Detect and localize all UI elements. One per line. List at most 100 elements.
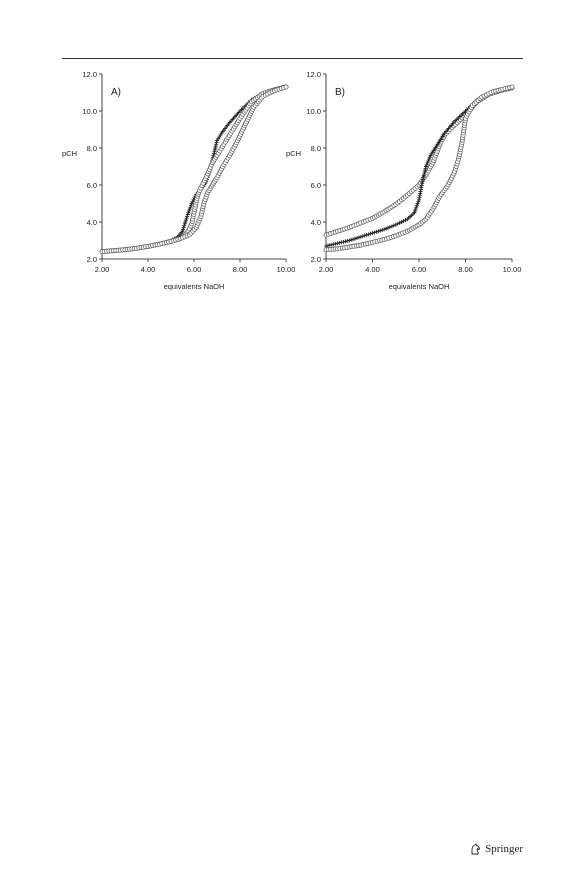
publisher-logo: Springer <box>470 843 523 855</box>
y-axis-label: pCH <box>286 149 301 158</box>
data-point <box>391 223 396 228</box>
data-point <box>356 235 361 240</box>
data-point <box>415 201 420 206</box>
data-point <box>382 227 387 232</box>
data-point <box>399 220 404 224</box>
data-point <box>331 242 336 247</box>
y-tick-label: 12.0 <box>306 70 321 79</box>
data-point <box>509 84 515 90</box>
y-tick-label: 4.0 <box>87 218 97 227</box>
y-tick-label: 10.0 <box>82 107 97 116</box>
data-point <box>423 164 428 169</box>
data-point <box>368 231 373 236</box>
data-point <box>355 236 359 241</box>
data-point <box>347 238 352 243</box>
data-point <box>393 222 398 227</box>
data-point <box>349 237 354 242</box>
data-point <box>395 221 400 226</box>
chart-panel-a: 2.0 4.0 6.0 8.0 10.0 12.0 2.00 4.00 6.00 8.00 10.0… <box>62 70 295 291</box>
data-point <box>362 233 367 238</box>
data-point <box>376 229 381 234</box>
data-point <box>182 223 187 228</box>
data-point <box>426 158 431 163</box>
x-tick-label: 10.00 <box>503 265 522 274</box>
data-point <box>327 243 332 248</box>
y-tick-label: 10.0 <box>306 107 321 116</box>
x-tick-label: 2.00 <box>95 265 110 274</box>
panel-label: A) <box>111 87 121 98</box>
springer-horse-icon <box>471 843 481 855</box>
data-point <box>403 218 408 223</box>
data-point <box>412 210 417 215</box>
y-axis-label: pCH <box>62 149 77 158</box>
data-series-3 <box>99 84 289 255</box>
data-point <box>325 243 330 248</box>
data-point <box>181 225 186 230</box>
data-point <box>366 232 371 237</box>
publisher-name: Springer <box>485 843 523 855</box>
data-point <box>386 225 390 230</box>
x-tick-label: 8.00 <box>458 265 473 274</box>
data-point <box>182 221 187 226</box>
data-point <box>333 241 338 246</box>
data-point <box>414 205 419 210</box>
data-point <box>180 229 185 234</box>
data-point <box>351 237 356 242</box>
data-point <box>183 220 188 224</box>
data-series-1 <box>323 85 515 238</box>
data-point <box>389 224 394 229</box>
x-tick-label: 10.00 <box>277 265 296 274</box>
data-point <box>339 240 344 245</box>
data-series-3 <box>323 84 515 253</box>
x-tick-label: 6.00 <box>187 265 202 274</box>
header-rule <box>62 58 523 59</box>
y-tick-label: 12.0 <box>82 70 97 79</box>
x-tick-label: 4.00 <box>141 265 156 274</box>
data-point <box>189 201 194 206</box>
chart-panel-b: 2.0 4.0 6.0 8.0 10.0 12.0 2.00 4.00 6.00 8.00 10.0… <box>286 70 521 291</box>
data-point <box>181 227 186 232</box>
data-point <box>416 199 421 204</box>
data-point <box>329 242 334 247</box>
data-point <box>364 232 369 237</box>
data-point <box>415 203 420 208</box>
data-point <box>374 229 379 234</box>
data-point <box>358 234 363 239</box>
x-tick-label: 4.00 <box>365 265 380 274</box>
data-point <box>370 231 375 236</box>
data-point <box>188 205 193 210</box>
x-axis-label: equivalents NaOH <box>164 282 225 291</box>
data-point <box>413 207 418 212</box>
data-point <box>425 160 430 165</box>
data-point <box>283 84 289 90</box>
data-point <box>353 236 358 241</box>
data-point <box>189 203 194 208</box>
data-point <box>185 214 190 219</box>
data-point <box>427 155 432 160</box>
data-point <box>387 225 392 230</box>
y-tick-label: 4.0 <box>311 218 321 227</box>
data-point <box>397 220 402 225</box>
y-tick-label: 2.0 <box>87 255 97 264</box>
data-point <box>187 208 192 213</box>
panel-label: B) <box>335 87 345 98</box>
y-tick-label: 8.0 <box>311 144 321 153</box>
data-point <box>401 219 406 224</box>
y-tick-label: 2.0 <box>311 255 321 264</box>
x-tick-label: 6.00 <box>412 265 427 274</box>
data-point <box>380 228 385 233</box>
data-point <box>183 218 188 223</box>
data-point <box>413 208 418 213</box>
x-axis-label: equivalents NaOH <box>389 282 450 291</box>
y-tick-label: 6.0 <box>311 181 321 190</box>
x-tick-label: 8.00 <box>233 265 248 274</box>
data-point <box>384 226 389 231</box>
data-point <box>187 207 192 212</box>
y-tick-label: 8.0 <box>87 144 97 153</box>
data-point <box>337 240 342 245</box>
data-point <box>343 239 348 244</box>
data-point <box>424 162 429 167</box>
data-point <box>378 228 383 233</box>
data-point <box>427 157 432 162</box>
